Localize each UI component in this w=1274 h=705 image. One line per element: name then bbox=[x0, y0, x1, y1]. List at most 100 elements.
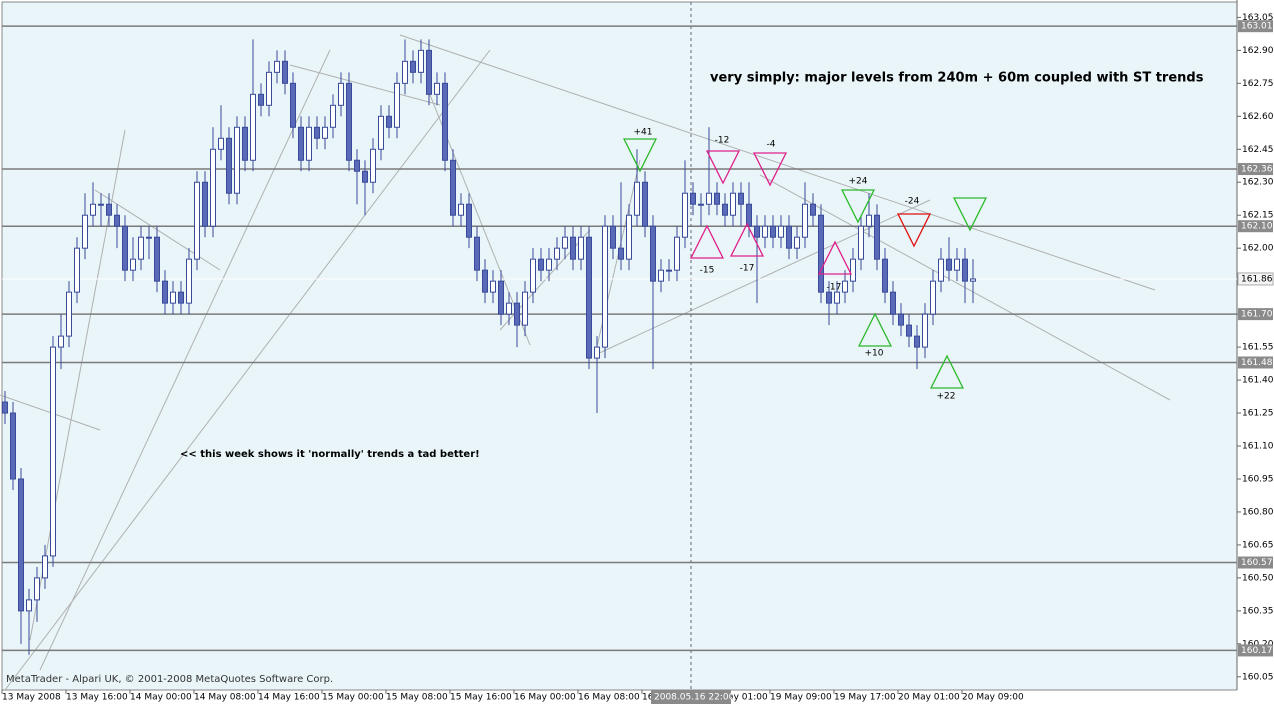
candle-body bbox=[2, 401, 8, 414]
signal-triangle bbox=[752, 152, 788, 187]
candle-body bbox=[410, 60, 416, 73]
signal-triangle bbox=[689, 224, 725, 259]
x-tick-label: 15 May 00:00 bbox=[322, 693, 384, 703]
y-tick-label: 160.65 bbox=[1242, 540, 1274, 550]
candle-body bbox=[458, 203, 464, 216]
candle-body bbox=[98, 203, 104, 206]
x-tick-label: 14 May 16:00 bbox=[258, 693, 320, 703]
y-tick-label: 162.30 bbox=[1242, 178, 1274, 188]
candle-body bbox=[402, 60, 408, 84]
candle-body bbox=[826, 291, 832, 304]
level-label-box bbox=[1238, 220, 1273, 233]
crosshair-box bbox=[651, 690, 731, 704]
candle-body bbox=[178, 291, 184, 304]
signal-label: -17 bbox=[740, 264, 755, 274]
candle-body bbox=[754, 225, 760, 238]
y-tick-label: 162.15 bbox=[1242, 211, 1274, 221]
candle-body bbox=[202, 181, 208, 227]
candle-body bbox=[970, 278, 976, 282]
level-label-box bbox=[1238, 308, 1273, 321]
candle-body bbox=[474, 236, 480, 271]
candle-body bbox=[170, 291, 176, 304]
candle-body bbox=[506, 302, 512, 315]
candle-body bbox=[82, 214, 88, 249]
y-tick-label: 163.05 bbox=[1242, 13, 1274, 23]
candle-body bbox=[154, 236, 160, 282]
candle-body bbox=[426, 49, 432, 95]
x-tick-label: 16 May 00:00 bbox=[514, 693, 576, 703]
candle-body bbox=[434, 82, 440, 95]
level-label: 161.70 bbox=[1241, 310, 1273, 320]
candle-body bbox=[418, 49, 424, 73]
candle-body bbox=[842, 280, 848, 293]
candle-body bbox=[954, 258, 960, 271]
y-tick-label: 162.45 bbox=[1242, 145, 1274, 155]
y-tick-label: 161.55 bbox=[1242, 343, 1274, 353]
candle-body bbox=[322, 126, 328, 139]
bid-label-box bbox=[1237, 272, 1274, 286]
y-tick-label: 160.35 bbox=[1242, 606, 1274, 616]
candle-body bbox=[386, 115, 392, 128]
candle-body bbox=[698, 203, 704, 206]
signal-triangle bbox=[896, 213, 932, 248]
candle-body bbox=[642, 181, 648, 227]
plot-area bbox=[1, 1, 1238, 691]
candle-body bbox=[466, 203, 472, 238]
candle-body bbox=[890, 291, 896, 315]
candle-body bbox=[674, 236, 680, 271]
candle-body bbox=[850, 258, 856, 282]
trendline bbox=[39, 49, 331, 671]
candle-body bbox=[442, 82, 448, 161]
y-tick-label: 160.50 bbox=[1242, 573, 1274, 583]
candle-body bbox=[866, 214, 872, 227]
candle-body bbox=[490, 280, 496, 293]
candle-body bbox=[306, 126, 312, 161]
trendline bbox=[4, 49, 491, 691]
candle-body bbox=[250, 93, 256, 161]
y-tick-label: 160.80 bbox=[1242, 507, 1274, 517]
candle-body bbox=[274, 60, 280, 73]
level-label-box bbox=[1238, 644, 1273, 657]
candle-body bbox=[546, 258, 552, 271]
candle-body bbox=[794, 236, 800, 249]
candle-body bbox=[962, 258, 968, 282]
signal-label: +41 bbox=[634, 128, 653, 138]
candle-body bbox=[194, 181, 200, 260]
footer: MetaTrader - Alpari UK, © 2001-2008 Meta… bbox=[6, 674, 333, 685]
candle-body bbox=[138, 236, 144, 260]
annotation: << this week shows it 'normally' trends … bbox=[180, 449, 480, 460]
x-tick-label: 15 May 16:00 bbox=[450, 693, 512, 703]
candle-body bbox=[682, 192, 688, 238]
candle-body bbox=[554, 247, 560, 260]
candle-body bbox=[594, 346, 600, 359]
candle-body bbox=[450, 159, 456, 216]
candle-body bbox=[282, 60, 288, 84]
candle-body bbox=[58, 335, 64, 348]
y-tick-label: 162.75 bbox=[1242, 79, 1274, 89]
candle-body bbox=[50, 346, 56, 557]
candle-body bbox=[34, 577, 40, 601]
candle-body bbox=[218, 137, 224, 150]
candle-body bbox=[122, 225, 128, 271]
candle-body bbox=[90, 203, 96, 216]
candle-body bbox=[394, 82, 400, 128]
candle-body bbox=[658, 269, 664, 282]
candle-body bbox=[338, 82, 344, 106]
candle-body bbox=[914, 335, 920, 348]
candle-body bbox=[314, 126, 320, 139]
candle-body bbox=[810, 203, 816, 216]
candle-body bbox=[634, 181, 640, 216]
signal-label: -15 bbox=[700, 266, 715, 276]
candle-body bbox=[210, 148, 216, 227]
candle-body bbox=[18, 478, 24, 612]
level-label-box bbox=[1238, 20, 1273, 33]
level-label: 160.57 bbox=[1241, 558, 1273, 568]
candle-body bbox=[482, 269, 488, 293]
x-tick-label: 14 May 00:00 bbox=[130, 693, 192, 703]
x-tick-label: 13 May 16:00 bbox=[66, 693, 128, 703]
level-label: 162.10 bbox=[1241, 222, 1273, 232]
candle-body bbox=[354, 159, 360, 172]
candle-body bbox=[738, 192, 744, 205]
signal-triangle bbox=[817, 240, 853, 275]
